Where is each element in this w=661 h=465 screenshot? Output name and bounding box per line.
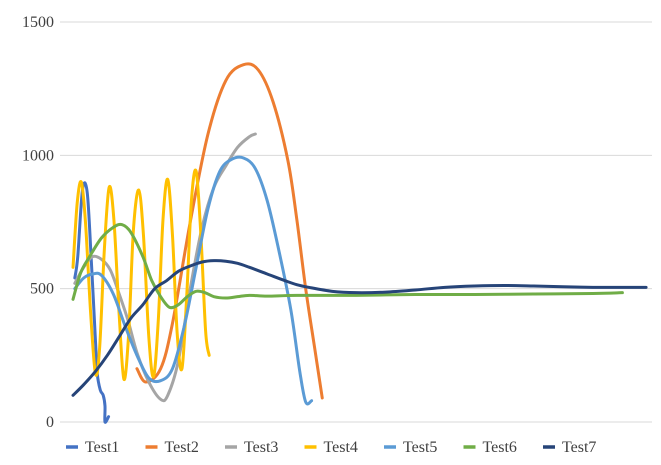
legend-label-test4: Test4 xyxy=(324,439,358,456)
legend-label-test2: Test2 xyxy=(165,439,199,456)
y-tick-label-500: 500 xyxy=(30,281,54,298)
series-line-test7 xyxy=(71,259,648,397)
y-tick-label-1000: 1000 xyxy=(22,147,54,164)
series-lines xyxy=(71,62,648,424)
y-tick-label-1500: 1500 xyxy=(22,14,54,31)
series-line-test2 xyxy=(135,62,324,400)
series-line-test1 xyxy=(73,181,111,424)
y-axis-tick-labels: 0 500 1000 1500 xyxy=(22,14,54,431)
gridlines xyxy=(60,21,652,290)
legend: Test1 Test2 Test3 Test4 Test5 Test6 Test7 xyxy=(66,439,596,456)
series-line-test3 xyxy=(73,132,257,403)
series-line-test6 xyxy=(71,222,624,310)
legend-label-test7: Test7 xyxy=(562,439,596,456)
legend-label-test1: Test1 xyxy=(85,439,119,456)
series-line-test5 xyxy=(73,155,314,406)
legend-label-test3: Test3 xyxy=(244,439,278,456)
y-tick-label-0: 0 xyxy=(46,414,54,431)
legend-label-test6: Test6 xyxy=(483,439,517,456)
series-line-test4 xyxy=(71,168,211,381)
legend-label-test5: Test5 xyxy=(403,439,437,456)
